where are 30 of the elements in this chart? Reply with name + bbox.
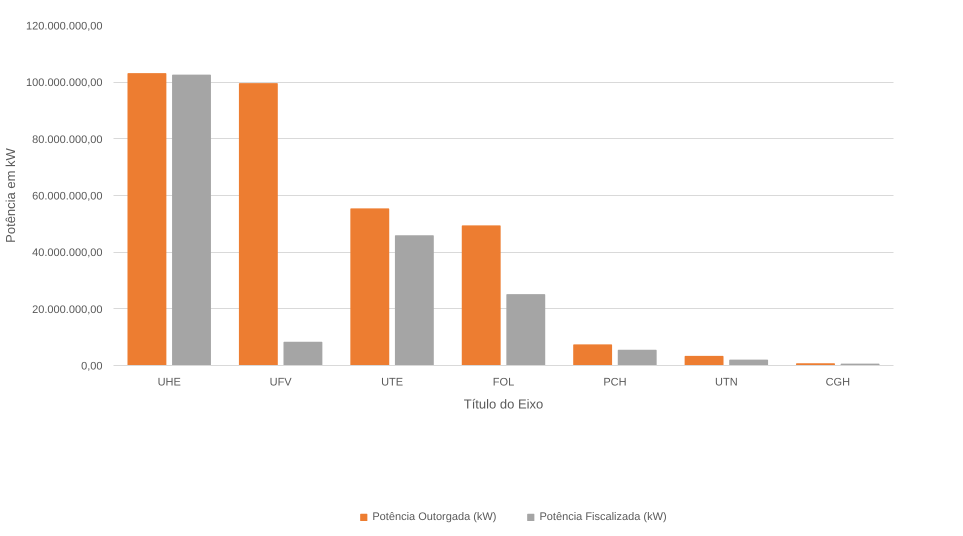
bar [729,360,768,366]
y-tick-label: 40.000.000,00 [32,247,103,260]
legend-label: Potência Fiscalizada (kW) [539,511,667,523]
bar [172,74,211,366]
x-tick-label: UTE [381,376,404,388]
bar [394,235,434,366]
y-tick-label: 120.000.000,00 [26,20,103,32]
x-tick-label: UTN [715,376,738,388]
bar [462,225,501,366]
bar [573,344,612,366]
bar [350,208,390,366]
x-tick-label: CGH [826,376,850,388]
bar [283,342,322,366]
x-axis-title: Título do Eixo [464,396,544,412]
bar [618,350,657,366]
x-tick-label: FOL [492,376,514,388]
y-tick-label: 20.000.000,00 [32,304,103,316]
bar [127,73,166,366]
bar [238,83,278,366]
y-tick-label: 0,00 [81,360,103,372]
x-tick-label: UFV [270,376,292,388]
y-tick-label: 80.000.000,00 [32,134,103,146]
y-tick-label: 60.000.000,00 [32,190,103,202]
x-tick-label: UHE [158,376,181,388]
x-tick-label: PCH [603,376,627,388]
bar [506,294,546,366]
y-axis-title: Potência em kW [3,147,18,243]
y-tick-label: 100.000.000,00 [26,77,103,90]
legend-label: Potência Outorgada (kW) [372,511,496,523]
bar [684,356,724,366]
